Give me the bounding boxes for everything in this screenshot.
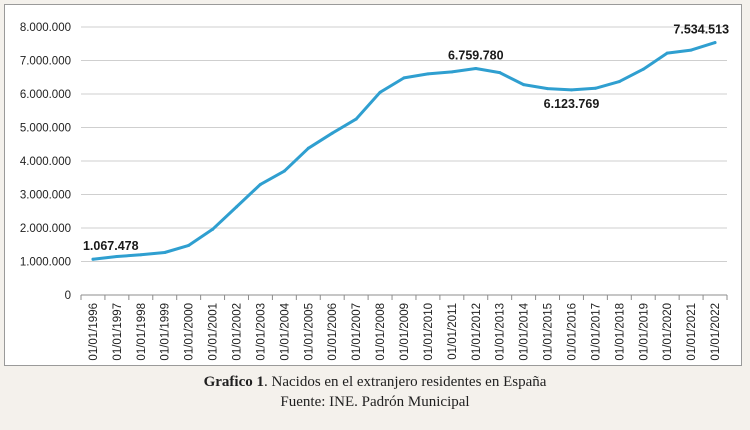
data-point xyxy=(474,67,478,71)
x-tick-label: 01/01/1998 xyxy=(136,303,148,361)
data-point xyxy=(282,169,286,173)
x-tick-label: 01/01/2018 xyxy=(614,303,626,361)
y-tick-label: 2.000.000 xyxy=(20,223,71,235)
x-tick-label: 01/01/1997 xyxy=(112,303,124,361)
data-point xyxy=(569,88,573,92)
x-tick-label: 01/01/2020 xyxy=(662,303,674,361)
data-point xyxy=(258,182,262,186)
x-tick-label: 01/01/2019 xyxy=(638,303,650,361)
data-point xyxy=(163,250,167,254)
data-point xyxy=(641,67,645,71)
data-point xyxy=(306,146,310,150)
x-tick-label: 01/01/2022 xyxy=(710,303,722,361)
y-tick-label: 4.000.000 xyxy=(20,156,71,168)
x-tick-label: 01/01/2013 xyxy=(495,303,507,361)
series-line xyxy=(91,41,717,261)
data-label: 6.123.769 xyxy=(544,97,600,111)
x-tick-label: 01/01/1999 xyxy=(160,303,172,361)
x-tick-label: 01/01/2004 xyxy=(279,302,291,360)
data-point xyxy=(91,257,95,261)
data-point xyxy=(354,117,358,121)
data-point xyxy=(402,76,406,80)
x-tick-label: 01/01/2012 xyxy=(471,303,483,361)
data-point xyxy=(450,70,454,74)
data-label: 6.759.780 xyxy=(448,49,504,63)
data-label: 7.534.513 xyxy=(673,23,729,37)
x-tick-label: 01/01/2007 xyxy=(351,303,363,361)
x-tick-label: 01/01/2010 xyxy=(423,303,435,361)
caption-text: . Nacidos en el extranjero residentes en… xyxy=(264,374,547,390)
figure-caption: Grafico 1. Nacidos en el extranjero resi… xyxy=(0,372,750,412)
x-tick-label: 01/01/2002 xyxy=(232,303,244,361)
data-point xyxy=(665,51,669,55)
line-chart: 0 1.000.000 2.000.000 3.000.000 4.000.000 5.0… xyxy=(20,22,729,361)
data-point xyxy=(713,41,717,45)
data-label: 1.067.478 xyxy=(83,239,139,253)
data-point xyxy=(115,254,119,258)
data-point xyxy=(139,253,143,257)
y-tick-label: 3.000.000 xyxy=(20,190,71,202)
x-tick-label: 01/01/2017 xyxy=(590,303,602,361)
caption-label: Grafico 1 xyxy=(203,374,264,390)
x-tick-label: 01/01/2001 xyxy=(208,303,220,361)
x-tick-label: 01/01/2021 xyxy=(686,303,698,361)
caption-title: Grafico 1. Nacidos en el extranjero resi… xyxy=(0,372,750,392)
data-point xyxy=(617,80,621,84)
x-tick-label: 01/01/2000 xyxy=(184,303,196,361)
y-tick-label: 5.000.000 xyxy=(20,123,71,135)
y-tick-label: 0 xyxy=(65,290,71,302)
y-tick-label: 1.000.000 xyxy=(20,257,71,269)
y-tick-label: 8.000.000 xyxy=(20,22,71,34)
data-point xyxy=(235,205,239,209)
y-tick-label: 6.000.000 xyxy=(20,89,71,101)
x-tick-label: 01/01/2015 xyxy=(543,303,555,361)
data-point xyxy=(546,87,550,91)
chart-frame: 0 1.000.000 2.000.000 3.000.000 4.000.000 5.0… xyxy=(4,4,742,366)
caption-source: Fuente: INE. Padrón Municipal xyxy=(280,394,470,410)
x-tick-label: 01/01/2011 xyxy=(447,303,459,360)
data-point xyxy=(330,131,334,135)
data-point xyxy=(426,72,430,76)
x-tick-label: 01/01/2003 xyxy=(255,303,267,361)
x-tick-label: 01/01/2014 xyxy=(519,302,531,360)
data-point xyxy=(211,227,215,231)
x-tick-label: 01/01/2016 xyxy=(566,303,578,361)
data-point xyxy=(689,48,693,52)
data-point xyxy=(378,90,382,94)
x-tick-label: 01/01/2008 xyxy=(375,303,387,361)
x-tick-label: 01/01/1996 xyxy=(88,303,100,361)
data-point xyxy=(187,243,191,247)
x-tick-label: 01/01/2009 xyxy=(399,303,411,361)
x-tick-label: 01/01/2005 xyxy=(303,303,315,361)
data-point xyxy=(522,83,526,87)
data-point xyxy=(593,86,597,90)
y-tick-label: 7.000.000 xyxy=(20,56,71,68)
x-tick-label: 01/01/2006 xyxy=(327,303,339,361)
data-point xyxy=(498,71,502,75)
